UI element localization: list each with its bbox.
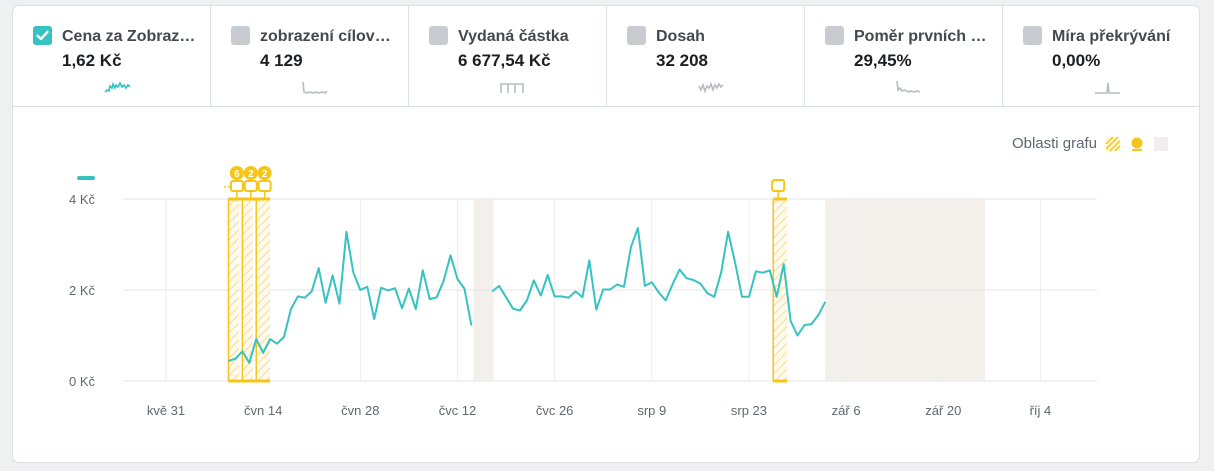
metrics-bar: Cena za Zobrazení cílové stránky 1,62 Kč… bbox=[13, 6, 1199, 107]
hatched-area-icon[interactable] bbox=[1105, 135, 1121, 152]
legend-label: Oblasti grafu bbox=[1011, 135, 1097, 152]
metric-label: Dosah bbox=[656, 28, 705, 45]
metric-tab-amount-spent[interactable]: Vydaná částka 6 677,54 Kč bbox=[409, 6, 607, 106]
metric-tab-first-impression-ratio[interactable]: Poměr prvních zobrazení 29,45% bbox=[805, 6, 1003, 106]
series-color-marker bbox=[77, 176, 95, 180]
annotation-count-badge bbox=[257, 166, 272, 180]
annotation-marker-icon[interactable] bbox=[1129, 136, 1145, 152]
x-tick-label: čvc 12 bbox=[439, 403, 477, 418]
annotation-icon bbox=[243, 180, 258, 192]
metric-label: Cena za Zobrazení cílové stránky bbox=[62, 28, 197, 45]
sparkline-icon bbox=[104, 81, 131, 93]
annotation-count-badge bbox=[229, 166, 244, 180]
series-line bbox=[491, 227, 827, 337]
check-icon bbox=[36, 30, 49, 41]
annotation-count-label: 2 bbox=[248, 169, 254, 180]
x-tick-label: srp 23 bbox=[731, 403, 767, 418]
metric-checkbox[interactable] bbox=[231, 26, 250, 45]
annotation-count-label: 6 bbox=[234, 169, 240, 180]
metric-value: 0,00% bbox=[1052, 51, 1101, 70]
metric-label: Poměr prvních zobrazení bbox=[854, 28, 989, 45]
annotation-icon bbox=[257, 180, 272, 192]
x-tick-label: čvn 28 bbox=[341, 403, 379, 418]
annotation-band bbox=[256, 199, 271, 381]
metric-checkbox[interactable] bbox=[1023, 26, 1042, 45]
metric-value: 29,45% bbox=[854, 51, 912, 70]
metric-value: 6 677,54 Kč bbox=[458, 51, 551, 70]
insights-card: Cena za Zobrazení cílové stránky 1,62 Kč… bbox=[13, 6, 1199, 462]
annotation-band bbox=[773, 199, 788, 381]
annotation-marker[interactable]: 2 bbox=[243, 166, 258, 199]
metric-label: Vydaná částka bbox=[458, 28, 569, 45]
metric-value: 4 129 bbox=[260, 51, 303, 70]
metric-tab-cost-per-landing-view[interactable]: Cena za Zobrazení cílové stránky 1,62 Kč bbox=[13, 6, 211, 106]
annotation-marker[interactable] bbox=[771, 179, 786, 199]
x-tick-label: čvn 14 bbox=[244, 403, 282, 418]
y-tick-label: 0 Kč bbox=[69, 374, 96, 389]
chart-legend: Oblasti grafu bbox=[1012, 135, 1169, 152]
series-line bbox=[228, 230, 473, 364]
sparkline-icon bbox=[1095, 82, 1120, 94]
metric-checkbox[interactable] bbox=[825, 26, 844, 45]
x-tick-label: kvě 31 bbox=[147, 403, 185, 418]
annotation-count-label: 2 bbox=[262, 169, 268, 180]
x-tick-label: zář 20 bbox=[925, 403, 961, 418]
annotation-marker[interactable]: 6 bbox=[229, 166, 244, 199]
y-tick-label: 4 Kč bbox=[69, 192, 96, 207]
sparkline-icon bbox=[698, 81, 724, 94]
metric-value: 1,62 Kč bbox=[62, 51, 122, 70]
annotation-marker[interactable]: 2 bbox=[257, 166, 272, 199]
sparkline-icon bbox=[302, 81, 328, 94]
sparkline-icon bbox=[896, 80, 921, 93]
x-tick-label: srp 9 bbox=[637, 403, 666, 418]
metric-tab-landing-page-views[interactable]: zobrazení cílové stránky 4 129 bbox=[211, 6, 409, 106]
y-tick-label: 2 Kč bbox=[69, 283, 96, 298]
metric-checkbox[interactable] bbox=[429, 26, 448, 45]
chart-area: Oblasti grafu 0 Kč 2 Kč 4 bbox=[13, 107, 1199, 462]
metric-checkbox[interactable] bbox=[627, 26, 646, 45]
annotation-icon bbox=[771, 179, 786, 192]
annotation-band bbox=[242, 199, 253, 381]
shaded-area-icon[interactable] bbox=[1153, 136, 1169, 152]
metric-label: zobrazení cílové stránky bbox=[260, 28, 395, 45]
annotation-icon bbox=[229, 180, 244, 192]
x-tick-label: říj 4 bbox=[1030, 403, 1052, 418]
metric-label: Míra překrývání bbox=[1052, 28, 1171, 45]
metric-tab-overlap-rate[interactable]: Míra překrývání 0,00% bbox=[1003, 6, 1199, 106]
metric-value: 32 208 bbox=[656, 51, 708, 70]
annotation-band bbox=[228, 199, 239, 381]
x-tick-label: čvc 26 bbox=[536, 403, 574, 418]
metric-checkbox[interactable] bbox=[33, 26, 52, 45]
sparkline-icon bbox=[500, 83, 524, 93]
x-tick-label: zář 6 bbox=[832, 403, 861, 418]
metric-tab-reach[interactable]: Dosah 32 208 bbox=[607, 6, 805, 106]
cost-line-chart: 0 Kč 2 Kč 4 Kč kvě 31 čvn 14 čvn 28 čvc 12 čvc… bbox=[69, 166, 1097, 418]
annotation-count-badge bbox=[243, 166, 258, 180]
